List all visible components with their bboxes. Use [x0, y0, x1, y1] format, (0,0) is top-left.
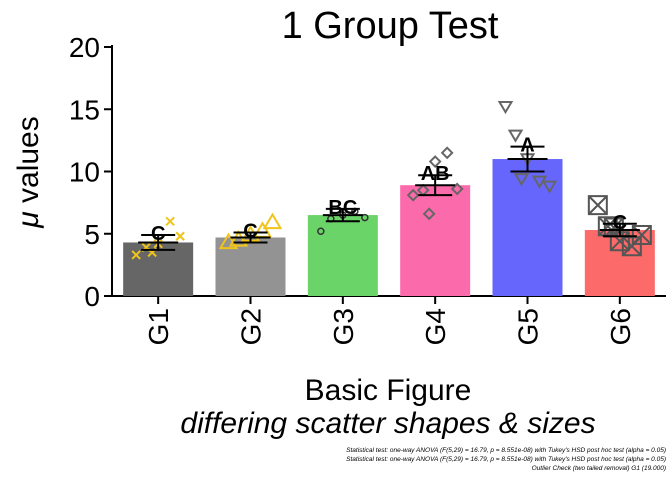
y-tick-label: 15 — [69, 94, 100, 125]
scatter-points — [131, 100, 652, 260]
significance-letters: C C BC AB A C — [151, 135, 627, 245]
scatter-point — [406, 188, 420, 202]
x-tick-label: G6 — [605, 308, 636, 345]
scatter-point — [513, 173, 530, 187]
bar — [215, 237, 286, 296]
y-axis-label: μ values — [12, 116, 45, 229]
chart-title: 1 Group Test — [282, 5, 499, 47]
scatter-point — [131, 250, 141, 260]
scatter-point — [165, 216, 175, 227]
scatter-point — [541, 180, 558, 194]
significance-letter: A — [520, 135, 534, 157]
scatter-point — [507, 129, 524, 143]
chart-subtitle: differing scatter shapes & sizes — [180, 407, 595, 440]
scatter-point — [497, 100, 514, 115]
scatter-point — [317, 227, 325, 236]
bar — [400, 185, 471, 296]
scatter-point — [262, 212, 283, 230]
scatter-point — [450, 182, 464, 196]
x-tick-label: G2 — [236, 308, 267, 345]
scatter-point — [440, 146, 454, 160]
y-tick-label: 10 — [69, 157, 100, 188]
error-bars — [138, 145, 640, 251]
stat-test-line-1: Statistical test: one-way ANOVA (F(5,29)… — [346, 447, 666, 454]
bars — [123, 159, 655, 296]
outlier-check-line: Outlier Check (two tailed removal) G1 (1… — [531, 465, 666, 472]
bar — [307, 215, 378, 296]
x-tick-label: G1 — [143, 308, 174, 345]
scatter-point — [631, 224, 652, 245]
y-axis-label-symbol: μ — [12, 211, 45, 228]
significance-letter: C — [151, 223, 165, 245]
x-axis: G1 G2 G3 G4 G5 G6 — [112, 295, 666, 345]
x-tick-label: G5 — [513, 308, 544, 345]
y-tick-label: 20 — [69, 32, 100, 63]
bar — [492, 159, 563, 296]
scatter-point — [422, 207, 436, 221]
y-tick-label: 0 — [84, 281, 100, 312]
y-tick-label: 5 — [84, 219, 100, 250]
scatter-point — [361, 213, 369, 222]
significance-letter: AB — [421, 163, 450, 185]
scatter-point — [428, 155, 442, 168]
significance-letter: C — [243, 221, 257, 243]
y-axis: 0 5 10 15 20 — [69, 32, 113, 312]
significance-letter: C — [613, 212, 627, 234]
bar — [123, 242, 194, 296]
scatter-point — [175, 231, 185, 241]
significance-letter: BC — [328, 197, 357, 219]
x-axis-label: Basic Figure — [305, 374, 472, 407]
scatter-point — [587, 195, 608, 216]
stat-test-line-2: Statistical test: one-way ANOVA (F(5,29)… — [346, 456, 666, 463]
y-axis-label-text: values — [12, 116, 45, 211]
x-tick-label: G3 — [328, 308, 359, 345]
x-tick-label: G4 — [420, 308, 451, 345]
